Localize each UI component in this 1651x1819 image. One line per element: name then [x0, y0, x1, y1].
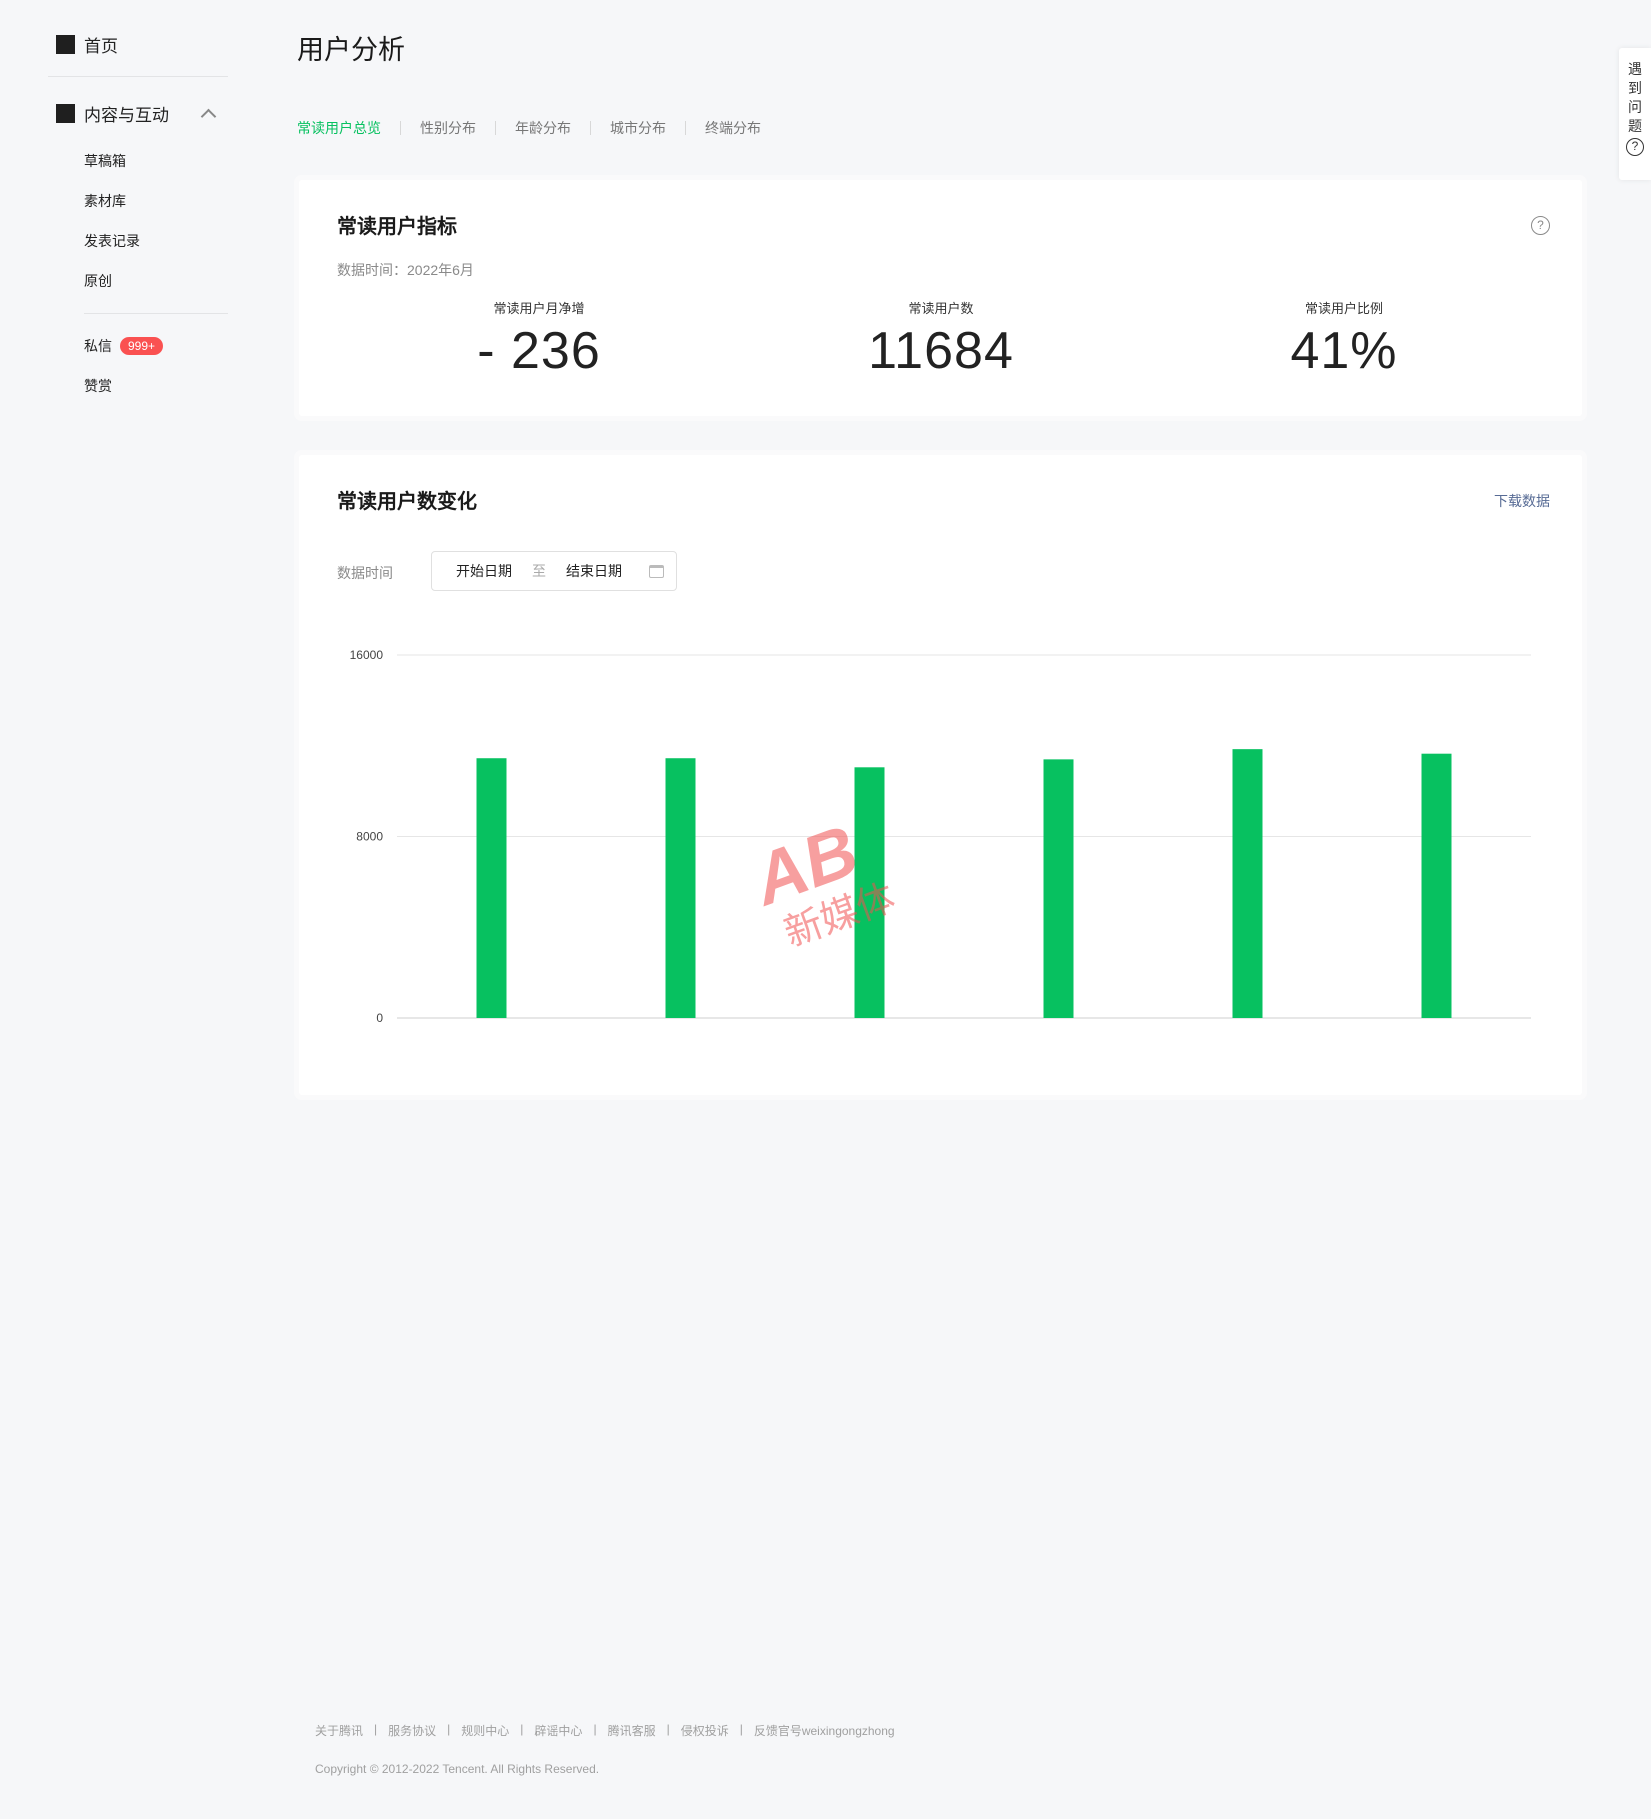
sidebar-sub-list-2: 私信 999+ 赞赏 [48, 326, 228, 406]
sidebar-item-label: 素材库 [84, 193, 126, 209]
bar [1043, 759, 1074, 1018]
sidebar-item-label: 首页 [84, 36, 118, 56]
metric-value: 41% [1290, 322, 1398, 380]
footer-separator: | [374, 1722, 378, 1736]
sidebar-sub-list: 草稿箱 素材库 发表记录 原创 [48, 141, 228, 301]
start-date-input[interactable]: 开始日期 [456, 563, 512, 579]
tab-divider [685, 121, 686, 135]
sidebar-item-label: 草稿箱 [84, 153, 126, 169]
metric-label: 常读用户月净增 [493, 301, 585, 316]
sidebar-item-label: 发表记录 [84, 233, 140, 249]
sidebar-item-published[interactable]: 发表记录 [48, 221, 228, 261]
bar [1232, 749, 1263, 1018]
page-title: 用户分析 [297, 35, 405, 65]
y-tick-label: 16000 [350, 648, 384, 662]
bar-chart: 08000160001月2月3月4月5月6月 [350, 648, 1531, 1025]
sidebar: 首页 内容与互动 草稿箱 素材库 发表记录 原创 私信 999+ 赞赏 [48, 28, 228, 406]
metric-user-count: 常读用户数 11684 [791, 298, 1091, 381]
metric-value: 11684 [868, 322, 1014, 380]
helper-char: 到 [1628, 80, 1642, 96]
footer-separator: | [447, 1722, 451, 1736]
home-icon [56, 34, 75, 54]
y-tick-label: 8000 [356, 830, 383, 844]
metric-user-ratio: 常读用户比例 41% [1194, 298, 1494, 381]
trend-title: 常读用户数变化 [337, 491, 477, 513]
indicators-title: 常读用户指标 [337, 216, 457, 238]
range-separator: 至 [532, 563, 546, 579]
sidebar-item-original[interactable]: 原创 [48, 261, 228, 301]
footer-link[interactable]: 规则中心 [461, 1724, 510, 1738]
footer-link[interactable]: 服务协议 [388, 1724, 437, 1738]
tab-device[interactable]: 终端分布 [705, 120, 761, 136]
date-range-picker[interactable]: 开始日期 至 结束日期 [431, 551, 677, 591]
sidebar-item-drafts[interactable]: 草稿箱 [48, 141, 228, 181]
helper-char: 问 [1628, 99, 1642, 115]
sidebar-item-label: 私信 [84, 338, 112, 354]
messages-badge: 999+ [120, 337, 164, 355]
metric-label: 常读用户比例 [1304, 301, 1383, 316]
tab-gender[interactable]: 性别分布 [420, 120, 476, 136]
sidebar-item-messages[interactable]: 私信 999+ [48, 326, 228, 366]
sidebar-item-label: 赞赏 [84, 378, 112, 394]
copyright: Copyright © 2012-2022 Tencent. All Right… [315, 1762, 600, 1776]
y-tick-label: 0 [376, 1011, 383, 1025]
footer-separator: | [666, 1722, 670, 1736]
bar [665, 758, 696, 1018]
helper-char: 遇 [1628, 61, 1642, 77]
footer-link[interactable]: 腾讯客服 [607, 1724, 656, 1738]
tab-divider [590, 121, 591, 135]
tab-city[interactable]: 城市分布 [610, 120, 666, 136]
footer-separator: | [739, 1722, 743, 1736]
chevron-up-icon[interactable] [200, 108, 217, 124]
sidebar-item-reward[interactable]: 赞赏 [48, 366, 228, 406]
trend-card: 常读用户数变化 下载数据 数据时间 开始日期 至 结束日期 0 8000 16000… [299, 455, 1582, 1095]
footer-link[interactable]: 关于腾讯 [315, 1724, 364, 1738]
data-time: 数据时间：2022年6月 [337, 262, 474, 278]
bar [1421, 753, 1452, 1018]
sidebar-item-materials[interactable]: 素材库 [48, 181, 228, 221]
sidebar-item-label: 原创 [84, 273, 112, 289]
tab-divider [400, 121, 401, 135]
indicators-card: 常读用户指标 ? 数据时间：2022年6月 常读用户月净增 - 236 常读用户… [299, 180, 1582, 416]
sidebar-divider [84, 313, 228, 314]
tab-divider [495, 121, 496, 135]
sidebar-group-label: 内容与互动 [84, 105, 169, 125]
help-icon[interactable]: ? [1531, 216, 1550, 235]
feedback-helper[interactable]: 遇 到 问 题 ? [1619, 48, 1651, 180]
footer-separator: | [593, 1722, 597, 1736]
metric-net-growth: 常读用户月净增 - 236 [389, 298, 689, 381]
end-date-input[interactable]: 结束日期 [566, 563, 622, 579]
content-icon [56, 103, 75, 123]
metric-value: - 236 [477, 322, 601, 380]
sidebar-item-home[interactable]: 首页 [48, 28, 228, 60]
question-icon: ? [1626, 138, 1644, 156]
tab-age[interactable]: 年龄分布 [515, 120, 571, 136]
sidebar-divider [48, 76, 228, 77]
tab-overview[interactable]: 常读用户总览 [297, 120, 381, 136]
download-data-link[interactable]: 下载数据 [1494, 493, 1550, 509]
footer-link[interactable]: 侵权投诉 [680, 1724, 729, 1738]
footer-links: 关于腾讯 | 服务协议 | 规则中心 | 辟谣中心 | 腾讯客服 | 侵权投诉 | 反馈官号… [315, 1722, 895, 1739]
tab-bar: 常读用户总览 性别分布 年龄分布 城市分布 终端分布 [297, 118, 761, 138]
footer-link[interactable]: 反馈官号weixingongzhong [753, 1724, 895, 1738]
bar [476, 758, 507, 1018]
metric-label: 常读用户数 [908, 301, 974, 316]
helper-char: 题 [1628, 118, 1642, 134]
bar [854, 767, 885, 1018]
calendar-icon[interactable] [649, 564, 664, 578]
range-label: 数据时间 [337, 565, 393, 581]
sidebar-group-content[interactable]: 内容与互动 [48, 97, 228, 129]
footer-separator: | [520, 1722, 524, 1736]
footer-link[interactable]: 辟谣中心 [534, 1724, 583, 1738]
